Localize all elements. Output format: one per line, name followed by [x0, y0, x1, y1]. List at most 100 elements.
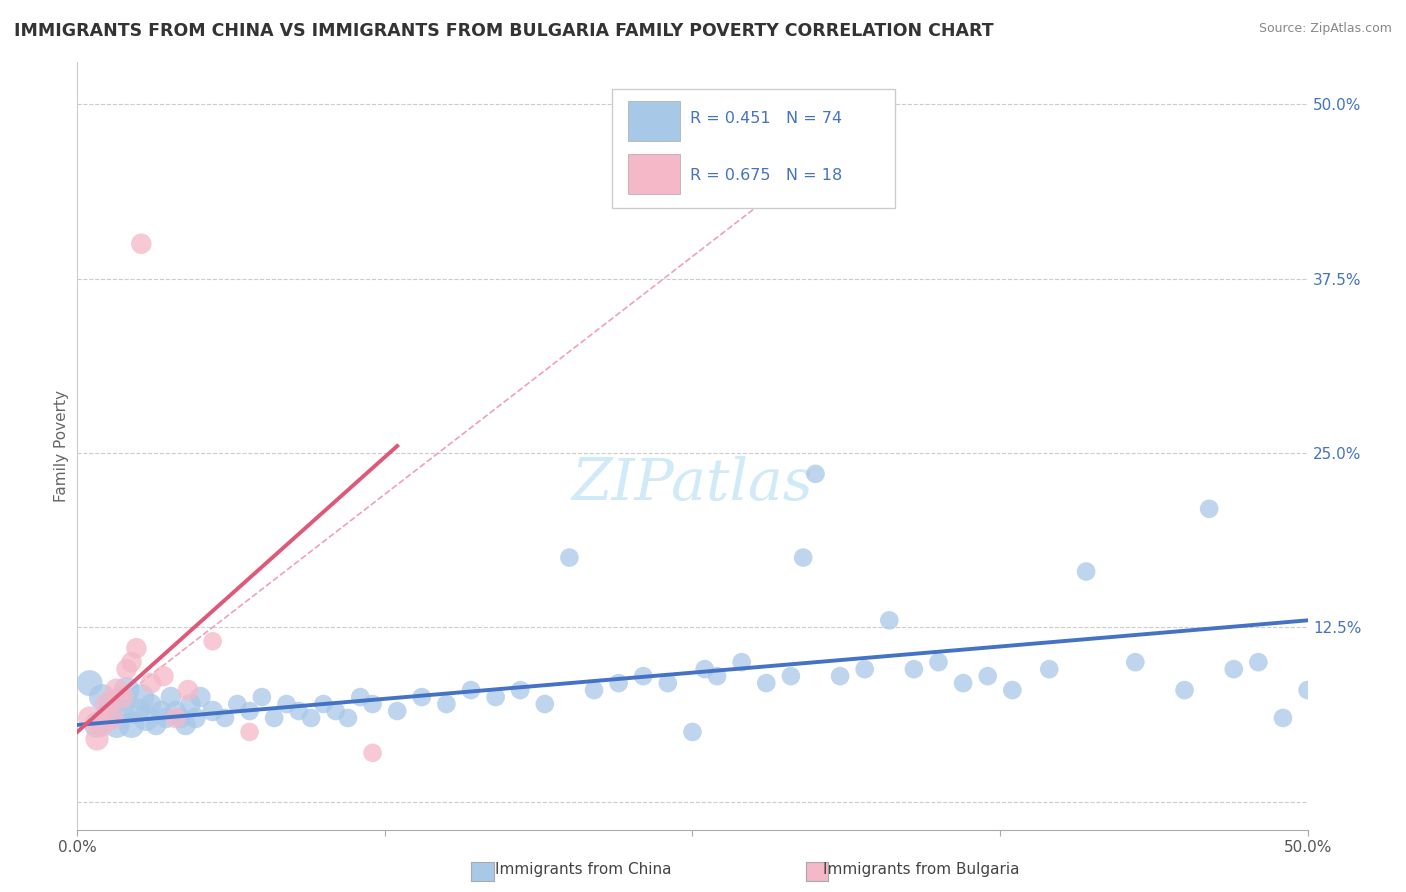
Point — [1038, 662, 1060, 676]
Point — [299, 711, 322, 725]
Point — [155, 711, 177, 725]
Point — [509, 683, 531, 698]
Point — [250, 690, 273, 704]
Point — [150, 704, 173, 718]
Point — [1296, 683, 1319, 698]
Point — [879, 613, 901, 627]
Point — [361, 697, 384, 711]
Point — [385, 704, 409, 718]
Point — [633, 669, 655, 683]
Text: ZIPatlas: ZIPatlas — [572, 456, 813, 513]
Point — [349, 690, 371, 704]
Text: R = 0.451   N = 74: R = 0.451 N = 74 — [690, 111, 842, 126]
Point — [1247, 655, 1270, 669]
FancyBboxPatch shape — [628, 101, 681, 141]
Point — [952, 676, 974, 690]
Text: Immigrants from Bulgaria: Immigrants from Bulgaria — [823, 863, 1019, 877]
Point — [853, 662, 876, 676]
Point — [1198, 501, 1220, 516]
Point — [79, 711, 101, 725]
Point — [90, 690, 114, 704]
Point — [201, 634, 224, 648]
Point — [288, 704, 311, 718]
Point — [145, 718, 167, 732]
Point — [226, 697, 249, 711]
Point — [125, 704, 148, 718]
Point — [903, 662, 925, 676]
Point — [1001, 683, 1024, 698]
Point — [485, 690, 508, 704]
Point — [534, 697, 557, 711]
Point — [607, 676, 630, 690]
Point — [170, 711, 193, 725]
Point — [96, 697, 118, 711]
Point — [86, 731, 108, 746]
FancyBboxPatch shape — [628, 154, 681, 194]
Point — [141, 697, 163, 711]
Point — [105, 683, 128, 698]
Point — [160, 690, 183, 704]
Point — [830, 669, 852, 683]
Point — [184, 711, 207, 725]
Point — [804, 467, 827, 481]
Point — [177, 683, 200, 698]
Point — [141, 676, 163, 690]
Point — [165, 704, 187, 718]
Point — [657, 676, 679, 690]
Point — [188, 690, 212, 704]
Point — [115, 662, 138, 676]
Point — [583, 683, 606, 698]
Text: Immigrants from China: Immigrants from China — [495, 863, 672, 877]
Point — [129, 236, 153, 251]
Point — [201, 704, 224, 718]
Point — [129, 690, 153, 704]
Point — [361, 746, 384, 760]
Point — [276, 697, 298, 711]
Point — [337, 711, 360, 725]
Point — [1174, 683, 1197, 698]
Point — [214, 711, 236, 725]
FancyBboxPatch shape — [613, 89, 896, 208]
Point — [111, 690, 132, 704]
Point — [239, 725, 262, 739]
Point — [325, 704, 347, 718]
Text: IMMIGRANTS FROM CHINA VS IMMIGRANTS FROM BULGARIA FAMILY POVERTY CORRELATION CHA: IMMIGRANTS FROM CHINA VS IMMIGRANTS FROM… — [14, 22, 994, 40]
Text: R = 0.675   N = 18: R = 0.675 N = 18 — [690, 168, 842, 183]
Point — [239, 704, 262, 718]
Point — [682, 725, 704, 739]
Y-axis label: Family Poverty: Family Poverty — [53, 390, 69, 502]
Point — [121, 655, 143, 669]
Point — [101, 697, 124, 711]
Point — [125, 641, 148, 656]
Point — [977, 669, 1000, 683]
Point — [115, 683, 138, 698]
Point — [1223, 662, 1246, 676]
Point — [96, 711, 118, 725]
Point — [312, 697, 335, 711]
Point — [174, 718, 197, 732]
Text: Source: ZipAtlas.com: Source: ZipAtlas.com — [1258, 22, 1392, 36]
Point — [135, 711, 157, 725]
Point — [1076, 565, 1098, 579]
Point — [79, 676, 101, 690]
Point — [263, 711, 285, 725]
Point — [706, 669, 728, 683]
Point — [121, 718, 143, 732]
Point — [1125, 655, 1147, 669]
Point — [928, 655, 950, 669]
Point — [693, 662, 716, 676]
Point — [411, 690, 433, 704]
Point — [558, 550, 581, 565]
Point — [460, 683, 482, 698]
Point — [180, 697, 202, 711]
Point — [101, 711, 124, 725]
Point — [436, 697, 458, 711]
Point — [90, 718, 114, 732]
Point — [105, 718, 128, 732]
Point — [792, 550, 814, 565]
Point — [165, 711, 187, 725]
Point — [152, 669, 174, 683]
Point — [1272, 711, 1295, 725]
Point — [755, 676, 778, 690]
Point — [780, 669, 803, 683]
